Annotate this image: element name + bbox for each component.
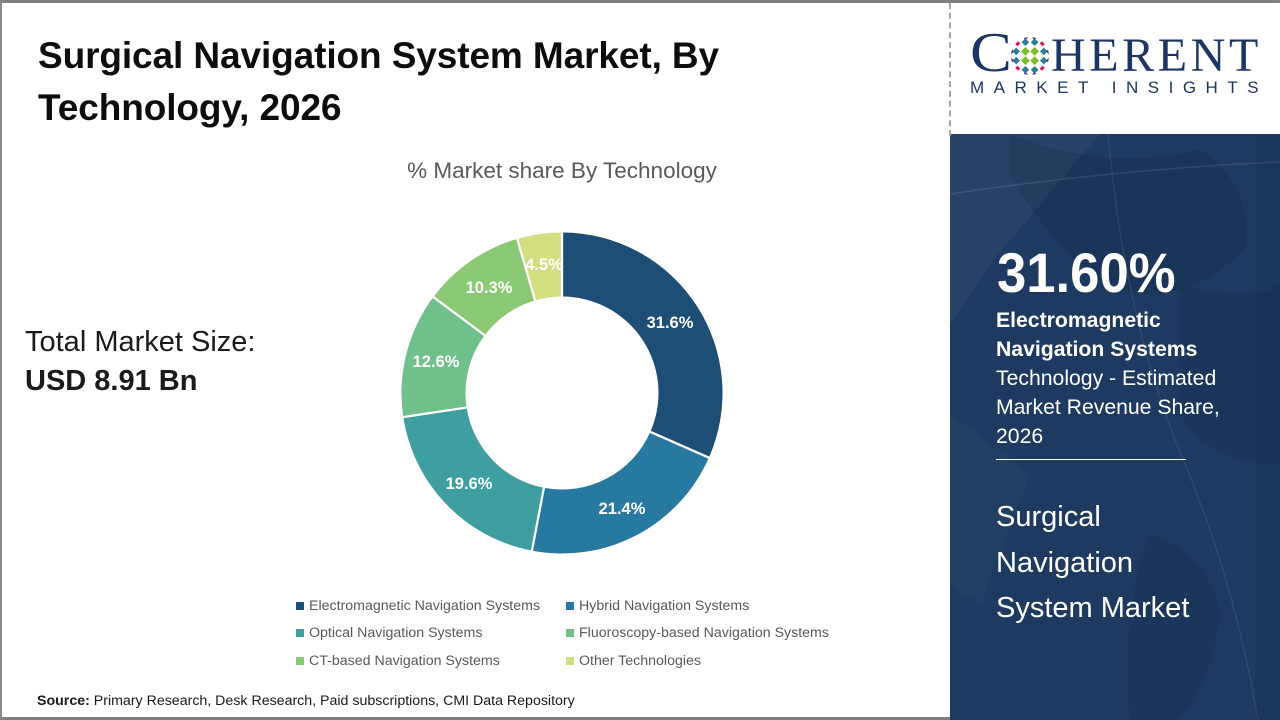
svg-text:19.6%: 19.6%: [446, 475, 493, 493]
svg-text:12.6%: 12.6%: [413, 353, 460, 371]
svg-text:4.5%: 4.5%: [525, 256, 563, 274]
svg-text:31.6%: 31.6%: [647, 314, 694, 332]
svg-text:10.3%: 10.3%: [466, 279, 513, 297]
svg-text:21.4%: 21.4%: [599, 500, 646, 518]
